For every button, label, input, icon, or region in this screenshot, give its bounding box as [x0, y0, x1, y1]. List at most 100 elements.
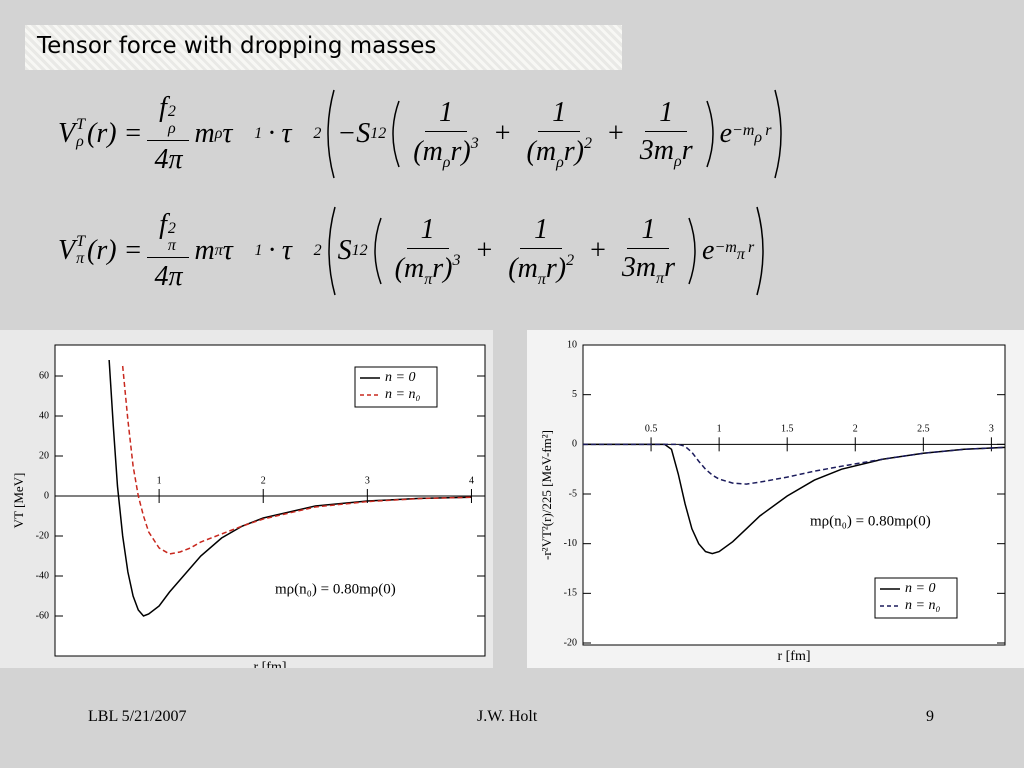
x-tick-label: 3: [365, 475, 370, 486]
footer-author: J.W. Holt: [477, 708, 538, 725]
sup: T: [76, 233, 86, 251]
denominator: (mπr)2: [502, 249, 580, 289]
eq-symbol: π: [736, 245, 745, 263]
eq-symbol: e: [719, 118, 733, 149]
eq-symbol: π: [424, 270, 433, 288]
eq-symbol: 12: [370, 125, 387, 142]
fraction: 1 3mρr: [634, 97, 699, 171]
eq-symbol: (r) =: [87, 118, 143, 149]
x-axis-label: r [fm]: [777, 649, 810, 664]
eq-symbol: r: [681, 135, 693, 166]
fraction: 1 (mπr)2: [502, 214, 580, 289]
sub: ρ: [168, 120, 176, 137]
y-tick-label: -15: [564, 588, 577, 599]
paren-stroke: [688, 217, 696, 285]
eq-symbol: 3: [452, 251, 461, 269]
series-line: [583, 443, 1005, 485]
denominator: 4π: [148, 258, 188, 293]
y-tick-label: 0: [44, 490, 49, 501]
legend-label: n = 0: [905, 581, 935, 596]
numerator: 1: [424, 96, 467, 132]
eq-symbol: f: [159, 209, 167, 241]
sub: π: [76, 250, 85, 267]
eq-symbol: −S: [337, 118, 371, 149]
eq-symbol: r): [563, 135, 584, 167]
denominator: 3mρr: [634, 132, 699, 171]
annotation: mρ(n₀) = 0.80mρ(0): [275, 581, 396, 597]
y-tick-label: -40: [36, 570, 49, 581]
y-tick-label: -20: [564, 637, 577, 648]
numerator: 1: [406, 214, 449, 249]
eq-symbol: π: [214, 242, 223, 259]
legend-label: n = n₀: [905, 598, 940, 613]
fraction: 1 3mπr: [616, 214, 681, 288]
eq-symbol: m: [194, 118, 215, 149]
eq-symbol: 2: [583, 134, 592, 152]
paren-stroke: [705, 100, 714, 168]
eq-symbol: r): [432, 252, 453, 284]
chart: mρ(n₀) = 0.80mρ(0) -60 -40 -20 0 20 40 60 1 2 3 4 r…: [0, 330, 493, 668]
fraction: f 2 ρ 4π: [147, 92, 190, 176]
eq-symbol: −m: [732, 121, 755, 139]
eq-symbol: 3: [470, 134, 479, 152]
eq-symbol: V: [58, 235, 76, 266]
y-tick-label: 10: [567, 339, 577, 350]
close-paren: [688, 217, 696, 285]
x-tick-label: 2: [853, 424, 858, 435]
eq-symbol: ρ: [442, 153, 451, 171]
series-line: [583, 443, 1005, 555]
eq-symbol: −m: [714, 238, 737, 256]
legend-label: n = 0: [385, 370, 415, 385]
eq-symbol: (m: [394, 252, 425, 284]
legend-box: [874, 577, 958, 619]
numerator: 1: [645, 97, 688, 132]
x-tick-label: 2: [261, 475, 266, 486]
y-tick-label: 0: [572, 439, 577, 450]
eq-symbol: τ⃗: [222, 235, 255, 266]
paren-stroke: [327, 206, 336, 296]
series-line: [108, 359, 472, 617]
denominator: 4π: [148, 141, 188, 176]
eq-symbol: r): [545, 252, 567, 284]
footer-date: LBL 5/21/2007: [88, 708, 187, 725]
paren-stroke: [373, 217, 382, 285]
y-tick-label: 20: [39, 450, 49, 461]
annotation: mρ(n₀) = 0.80mρ(0): [810, 513, 931, 529]
x-tick-label: 2.5: [917, 424, 930, 435]
eq-symbol: r: [664, 252, 676, 283]
x-axis-label: r [fm]: [253, 660, 286, 668]
eq-symbol: ρ: [556, 153, 564, 171]
y-tick-label: 60: [39, 370, 49, 381]
numerator: 1: [520, 213, 563, 249]
y-tick-label: -10: [564, 538, 577, 549]
eq-symbol: π: [656, 270, 665, 287]
eq-symbol: S: [337, 235, 352, 266]
sup: 2: [167, 103, 176, 121]
eq-symbol: f: [159, 92, 167, 124]
eq-symbol: 2: [313, 242, 322, 259]
eq-symbol: τ⃗: [222, 118, 255, 149]
denominator: (mρr)2: [521, 132, 598, 172]
y-axis-label: -r²VT²(r)/225 [MeV-fm²]: [539, 430, 554, 560]
eq-symbol: ρ: [754, 128, 763, 146]
eq-symbol: r): [450, 135, 471, 167]
eq-symbol: π: [537, 270, 546, 288]
denominator: (mπr)3: [389, 249, 467, 289]
eq-symbol: e: [702, 235, 715, 266]
x-tick-label: 1.5: [781, 424, 794, 435]
fraction: f 2 π 4π: [147, 209, 190, 293]
eq-symbol: +: [607, 118, 624, 149]
legend-label: n = n₀: [385, 387, 420, 402]
eq-symbol: ρ: [674, 153, 682, 170]
eq-symbol: 1: [438, 96, 453, 128]
fraction: 1 (mπr)3: [389, 214, 467, 289]
numerator: 1: [538, 97, 581, 132]
eq-symbol: 1: [534, 213, 549, 245]
sub: ρ: [76, 133, 84, 150]
